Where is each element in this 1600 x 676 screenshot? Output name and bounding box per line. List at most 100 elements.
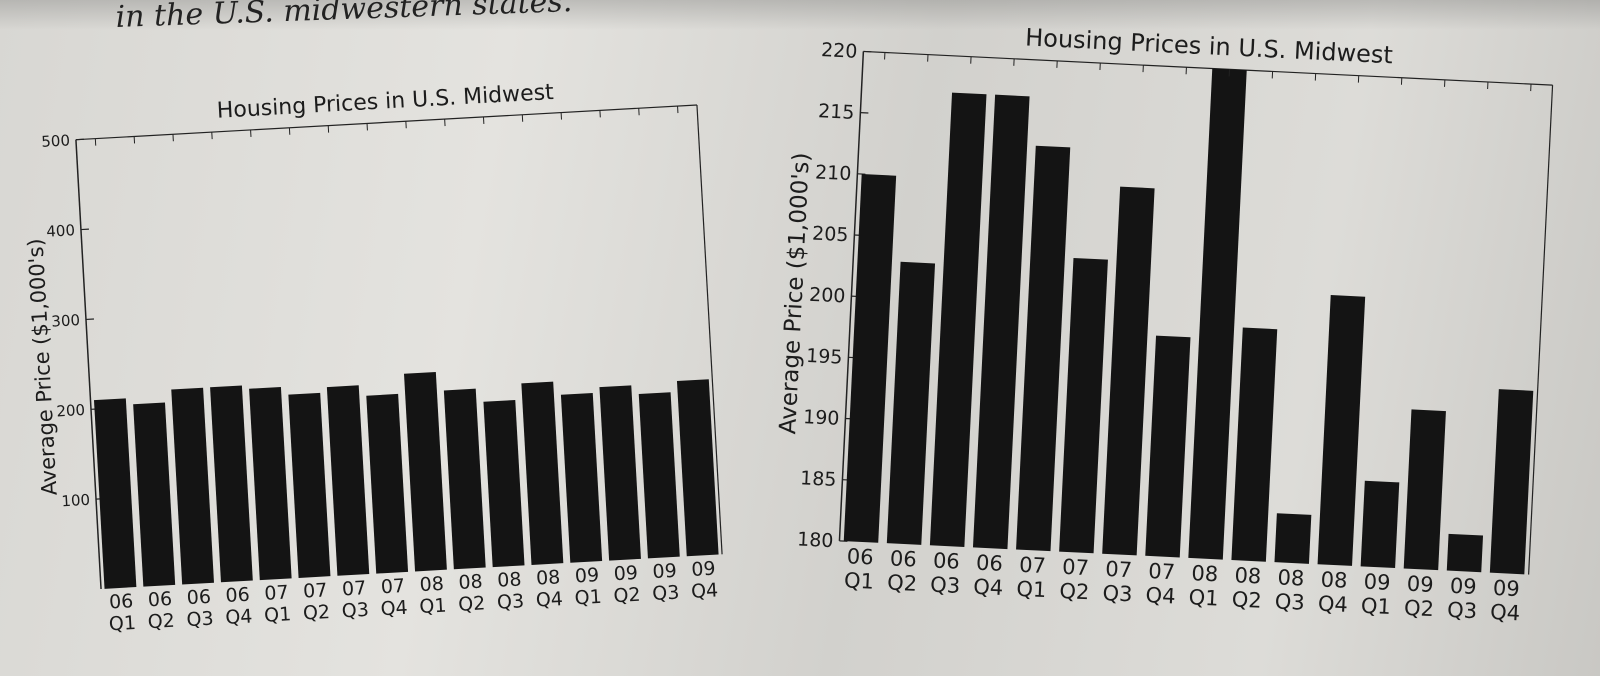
chart-1-cat-quarter-15: Q4 bbox=[1490, 600, 1521, 625]
chart-0-cat-quarter-0: Q1 bbox=[108, 612, 136, 635]
chart-0-bar-15 bbox=[676, 379, 719, 557]
chart-1-cat-quarter-14: Q3 bbox=[1447, 598, 1478, 623]
chart-1-cat-quarter-2: Q3 bbox=[930, 573, 961, 598]
chart-1-bar-2 bbox=[929, 92, 987, 547]
chart-1-bar-15 bbox=[1489, 389, 1534, 575]
chart-1-ytick-label-4: 200 bbox=[809, 284, 846, 308]
chart-1-ytick-label-1: 185 bbox=[800, 467, 837, 491]
chart-0-right-axis bbox=[696, 104, 723, 555]
chart-0-ytick-label-4: 500 bbox=[41, 131, 71, 151]
chart-0-cat-year-1: 06 bbox=[147, 588, 172, 611]
chart-0-cat-year-10: 08 bbox=[497, 568, 522, 591]
chart-0-ytick-label-1: 200 bbox=[56, 401, 86, 421]
chart-1-bar-8 bbox=[1188, 68, 1247, 560]
chart-0-bar-11 bbox=[521, 381, 564, 565]
chart-1-cat-year-15: 09 bbox=[1492, 576, 1520, 601]
chart-0-cat-year-14: 09 bbox=[652, 560, 677, 583]
chart-0-cat-quarter-8: Q1 bbox=[419, 595, 447, 618]
chart-1-bar-13 bbox=[1403, 409, 1446, 571]
chart-0-cat-quarter-5: Q2 bbox=[302, 601, 330, 624]
chart-0-bar-12 bbox=[560, 392, 603, 563]
chart-0-cat-quarter-1: Q2 bbox=[147, 610, 175, 633]
chart-1-cat-quarter-0: Q1 bbox=[844, 568, 875, 593]
chart-0-cat-quarter-7: Q4 bbox=[380, 597, 408, 620]
chart-1-bar-4 bbox=[1016, 145, 1071, 552]
chart-0-ylabel: Average Price ($1,000's) bbox=[23, 238, 61, 496]
chart-1-ytick-label-6: 210 bbox=[815, 161, 852, 185]
page-shadow bbox=[0, 0, 1600, 30]
chart-1-bar-11 bbox=[1317, 295, 1366, 566]
left-bar-chart: Housing Prices in U.S. Midwest 100 200 300 4… bbox=[23, 80, 723, 635]
chart-0-root: Housing Prices in U.S. Midwest 100 200 300 4… bbox=[23, 80, 723, 635]
chart-1-bar-10 bbox=[1274, 513, 1312, 564]
right-bar-chart: Housing Prices in U.S. Midwest1801851901… bbox=[775, 23, 1554, 625]
chart-1-cat-year-2: 06 bbox=[932, 549, 960, 574]
chart-1-right-axis bbox=[1528, 85, 1554, 575]
chart-1-cat-year-7: 07 bbox=[1148, 559, 1176, 584]
chart-1-cat-year-12: 09 bbox=[1363, 570, 1391, 595]
chart-1-ytick-label-2: 190 bbox=[803, 406, 840, 430]
chart-0-cat-year-8: 08 bbox=[419, 573, 444, 596]
chart-1-ytick-label-0: 180 bbox=[797, 528, 834, 552]
chart-1-ytick-label-7: 215 bbox=[818, 100, 855, 124]
chart-0-bar-3 bbox=[210, 385, 253, 583]
chart-0-cat-quarter-3: Q4 bbox=[225, 605, 253, 628]
chart-1-bar-14 bbox=[1446, 533, 1484, 573]
chart-0-cat-quarter-11: Q4 bbox=[535, 588, 563, 611]
chart-1-cat-year-11: 08 bbox=[1320, 567, 1348, 592]
chart-0-cat-year-13: 09 bbox=[613, 562, 638, 585]
chart-0-ytick-label-3: 400 bbox=[46, 221, 76, 241]
chart-0-cat-year-3: 06 bbox=[225, 584, 250, 607]
chart-0-cat-quarter-13: Q2 bbox=[613, 584, 641, 607]
chart-1-bar-1 bbox=[886, 261, 936, 545]
chart-1-cat-year-0: 06 bbox=[846, 544, 874, 569]
chart-1-cat-quarter-10: Q3 bbox=[1274, 589, 1305, 614]
chart-1-bar-5 bbox=[1059, 257, 1108, 554]
chart-0-bar-10 bbox=[483, 399, 525, 568]
chart-0-cat-year-15: 09 bbox=[691, 558, 716, 581]
chart-0-bar-7 bbox=[366, 393, 409, 574]
chart-1-cat-quarter-6: Q3 bbox=[1102, 581, 1133, 606]
chart-0-cat-quarter-12: Q1 bbox=[574, 586, 602, 609]
chart-0-cat-quarter-6: Q3 bbox=[341, 599, 369, 622]
chart-0-cat-quarter-14: Q3 bbox=[652, 582, 680, 605]
chart-0-cat-year-6: 07 bbox=[341, 577, 366, 600]
chart-1-cat-year-8: 08 bbox=[1191, 561, 1219, 586]
chart-0-cat-year-0: 06 bbox=[109, 590, 134, 613]
chart-1-cat-quarter-13: Q2 bbox=[1404, 596, 1435, 621]
chart-0-cat-quarter-4: Q1 bbox=[264, 603, 292, 626]
chart-0-cat-year-4: 07 bbox=[264, 582, 289, 605]
chart-0-bar-13 bbox=[599, 385, 641, 561]
chart-1-bar-6 bbox=[1102, 186, 1155, 556]
chart-1-bar-9 bbox=[1231, 327, 1278, 562]
chart-1-cat-year-13: 09 bbox=[1406, 572, 1434, 597]
chart-1-top-axis bbox=[863, 50, 1553, 86]
chart-0-cat-quarter-10: Q3 bbox=[496, 590, 524, 613]
chart-1-cat-quarter-7: Q4 bbox=[1145, 583, 1176, 608]
chart-0-bar-8 bbox=[404, 371, 447, 572]
chart-0-title: Housing Prices in U.S. Midwest bbox=[216, 80, 555, 124]
chart-1-bar-7 bbox=[1145, 335, 1191, 558]
chart-0-cat-quarter-9: Q2 bbox=[458, 592, 486, 615]
chart-0-bar-0 bbox=[93, 398, 137, 589]
chart-0-bar-9 bbox=[443, 388, 486, 570]
chart-1-bar-12 bbox=[1360, 480, 1400, 569]
chart-0-bar-5 bbox=[288, 392, 331, 578]
chart-1-cat-year-4: 07 bbox=[1019, 553, 1047, 578]
chart-0-bar-1 bbox=[133, 402, 176, 587]
chart-1-cat-year-10: 08 bbox=[1277, 565, 1305, 590]
chart-0-cat-year-2: 06 bbox=[186, 586, 211, 609]
chart-0-top-axis bbox=[75, 104, 697, 141]
chart-1-cat-year-6: 07 bbox=[1105, 557, 1133, 582]
chart-1-cat-quarter-1: Q2 bbox=[887, 570, 918, 595]
chart-1-bar-0 bbox=[843, 174, 897, 543]
chart-0-ytick-label-0: 100 bbox=[61, 491, 91, 511]
chart-1-ytick-label-3: 195 bbox=[806, 345, 843, 369]
chart-0-bar-6 bbox=[326, 385, 370, 576]
chart-0-ytick-label-2: 300 bbox=[51, 311, 81, 331]
chart-0-y-axis bbox=[75, 139, 102, 590]
chart-0-bar-14 bbox=[638, 392, 680, 559]
chart-0-cat-year-12: 09 bbox=[574, 564, 599, 587]
chart-0-cat-year-7: 07 bbox=[380, 575, 405, 598]
